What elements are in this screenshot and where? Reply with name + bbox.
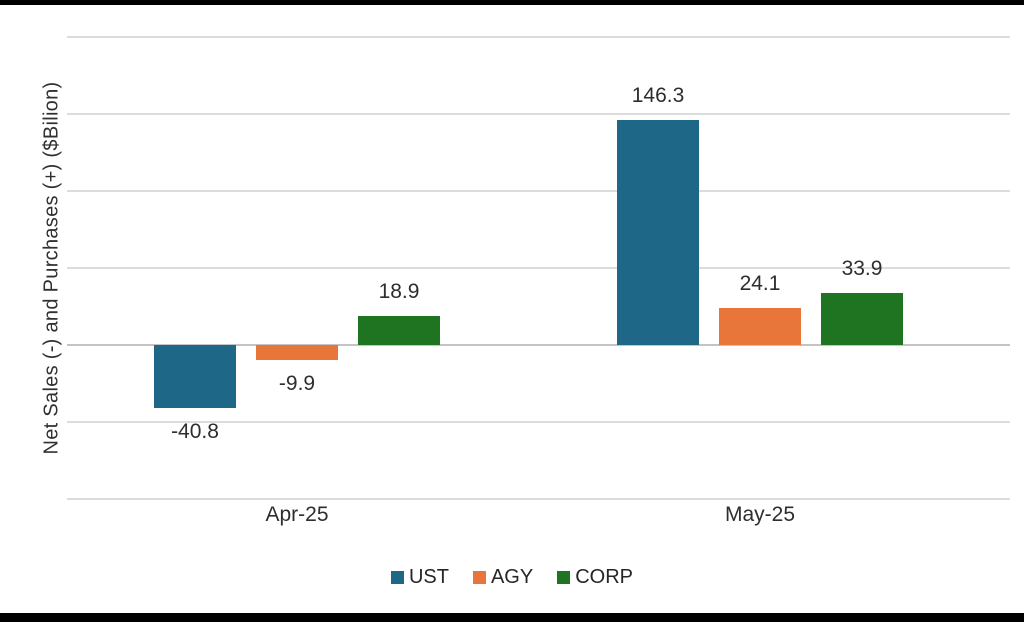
legend-label: UST xyxy=(408,566,449,588)
value-label-agy-apr-25: -9.9 xyxy=(278,372,316,396)
legend-item-agy: AGY xyxy=(472,566,534,589)
x-axis-label-may-25: May-25 xyxy=(724,503,796,526)
gridline--50 xyxy=(67,421,1010,423)
legend-swatch-icon xyxy=(472,571,486,584)
legend-label: AGY xyxy=(490,566,534,588)
value-label-agy-may-25: 24.1 xyxy=(739,271,781,295)
legend-label: CORP xyxy=(575,566,634,588)
gridline-0 xyxy=(67,344,1010,346)
bar-corp-may-25 xyxy=(821,292,903,345)
value-label-ust-may-25: 146.3 xyxy=(631,83,685,107)
legend: UST AGY CORP xyxy=(0,566,1024,589)
legend-item-corp: CORP xyxy=(557,566,633,589)
bottom-border xyxy=(0,613,1024,622)
plot-area: -40.8 146.3 -9.9 24.1 18.9 33.9 xyxy=(67,36,1010,500)
gridline-50 xyxy=(67,267,1010,269)
value-label-corp-may-25: 33.9 xyxy=(841,256,883,280)
gridline-200 xyxy=(67,36,1010,38)
gridline--100 xyxy=(67,498,1010,500)
value-label-ust-apr-25: -40.8 xyxy=(171,419,219,443)
legend-swatch-icon xyxy=(557,571,571,584)
bar-agy-may-25 xyxy=(719,307,801,345)
top-border xyxy=(0,0,1024,5)
bar-corp-apr-25 xyxy=(358,315,440,345)
bar-ust-apr-25 xyxy=(154,345,236,408)
x-axis-label-apr-25: Apr-25 xyxy=(265,503,329,526)
gridline-150 xyxy=(67,113,1010,115)
y-axis-title: Net Sales (-) and Purchases (+) ($Bilion… xyxy=(40,81,63,455)
legend-swatch-icon xyxy=(390,571,404,584)
bar-agy-apr-25 xyxy=(256,345,338,361)
value-label-corp-apr-25: 18.9 xyxy=(378,279,420,303)
gridline-100 xyxy=(67,190,1010,192)
bar-ust-may-25 xyxy=(617,119,699,345)
legend-item-ust: UST xyxy=(390,566,449,589)
